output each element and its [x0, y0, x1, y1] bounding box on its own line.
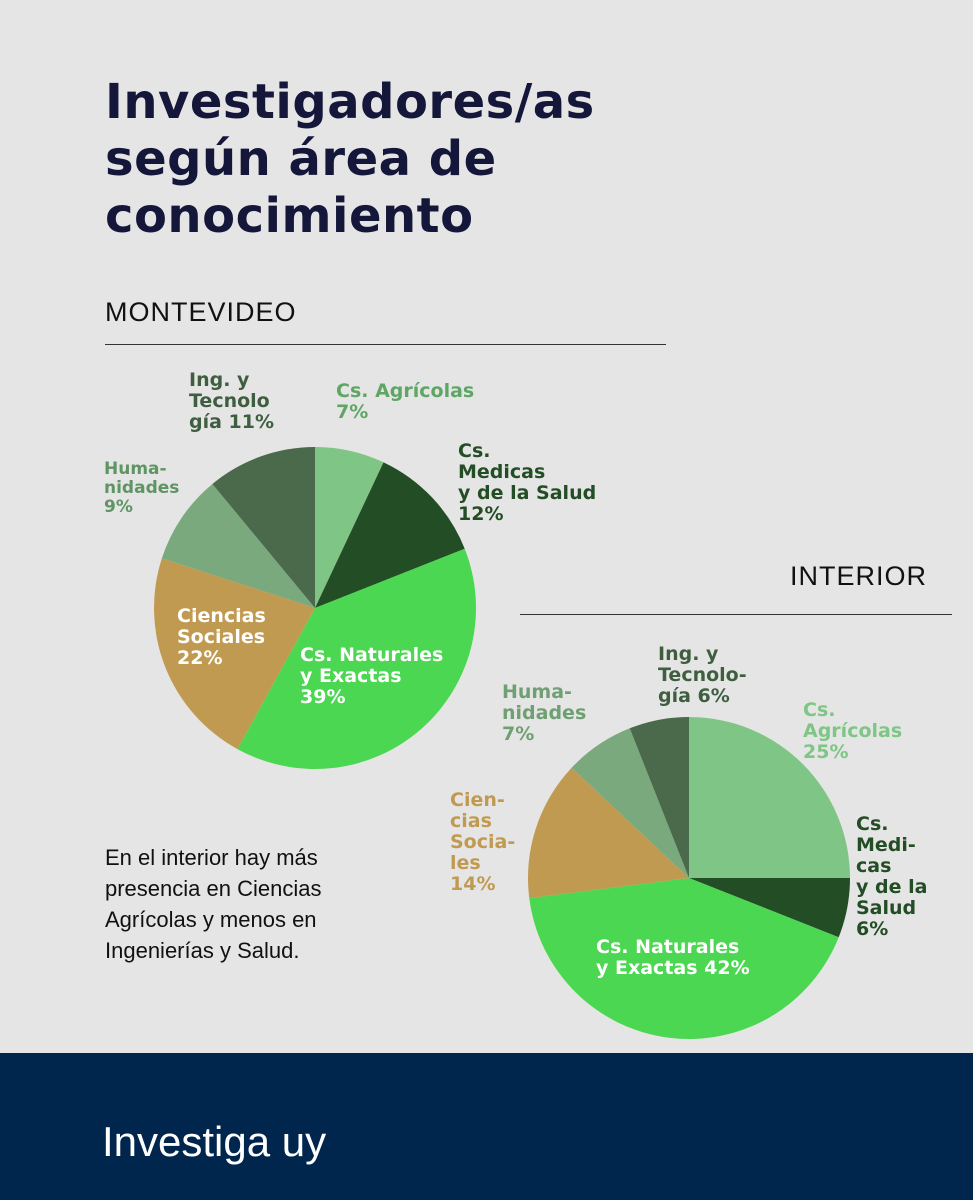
interior-heading: INTERIOR	[790, 561, 928, 591]
montevideo-slice-cs-naturales	[237, 548, 476, 770]
page-title: Investigadores/as según área de conocimi…	[105, 74, 595, 244]
pie-charts	[153, 447, 850, 1039]
label-int-cs-medicas: Cs. Medi- cas y de la Salud 6%	[856, 813, 928, 940]
summary-note: En el interior hay más presencia en Cien…	[105, 845, 322, 963]
montevideo-slice-cs-medicas	[315, 462, 465, 608]
label-mvd-ciencias-sociales: Ciencias Sociales 22%	[177, 605, 266, 669]
label-int-ing-tecnologia: Ing. y Tecnolo- gía 6%	[658, 643, 747, 707]
label-mvd-cs-agricolas: Cs. Agrícolas 7%	[336, 380, 475, 423]
label-mvd-cs-medicas: Cs. Medicas y de la Salud 12%	[458, 440, 597, 525]
interior-slice-cs-naturales	[529, 878, 839, 1039]
label-mvd-humanidades: Huma- nidades 9%	[104, 459, 180, 517]
interior-slice-ing-tecnologia	[629, 717, 689, 878]
footer-bar	[0, 1053, 973, 1200]
label-int-cs-naturales: Cs. Naturales y Exactas 42%	[596, 936, 750, 979]
label-mvd-cs-naturales: Cs. Naturales y Exactas 39%	[300, 644, 444, 708]
montevideo-slice-ciencias-sociales	[153, 558, 315, 750]
label-int-ciencias-sociales: Cien- cias Socia- les 14%	[450, 789, 516, 895]
brand-name: Investiga uy	[102, 1118, 327, 1165]
montevideo-rule	[105, 344, 666, 345]
montevideo-slice-ing-tecnologia	[212, 447, 315, 608]
interior-pie	[528, 717, 850, 1039]
montevideo-pie	[153, 447, 476, 770]
interior-slice-humanidades	[571, 728, 689, 878]
interior-rule	[520, 614, 952, 615]
montevideo-heading: MONTEVIDEO	[105, 297, 297, 327]
label-mvd-ing-tecnologia: Ing. y Tecnolo gía 11%	[189, 369, 275, 433]
label-int-cs-agricolas: Cs. Agrícolas 25%	[803, 699, 903, 763]
montevideo-slice-cs-agricolas	[315, 447, 384, 608]
montevideo-slice-humanidades	[161, 483, 315, 608]
interior-slice-ciencias-sociales	[528, 767, 689, 899]
interior-slice-cs-medicas	[689, 878, 850, 938]
interior-slice-cs-agricolas	[689, 717, 850, 878]
label-int-humanidades: Huma- nidades 7%	[502, 681, 587, 745]
